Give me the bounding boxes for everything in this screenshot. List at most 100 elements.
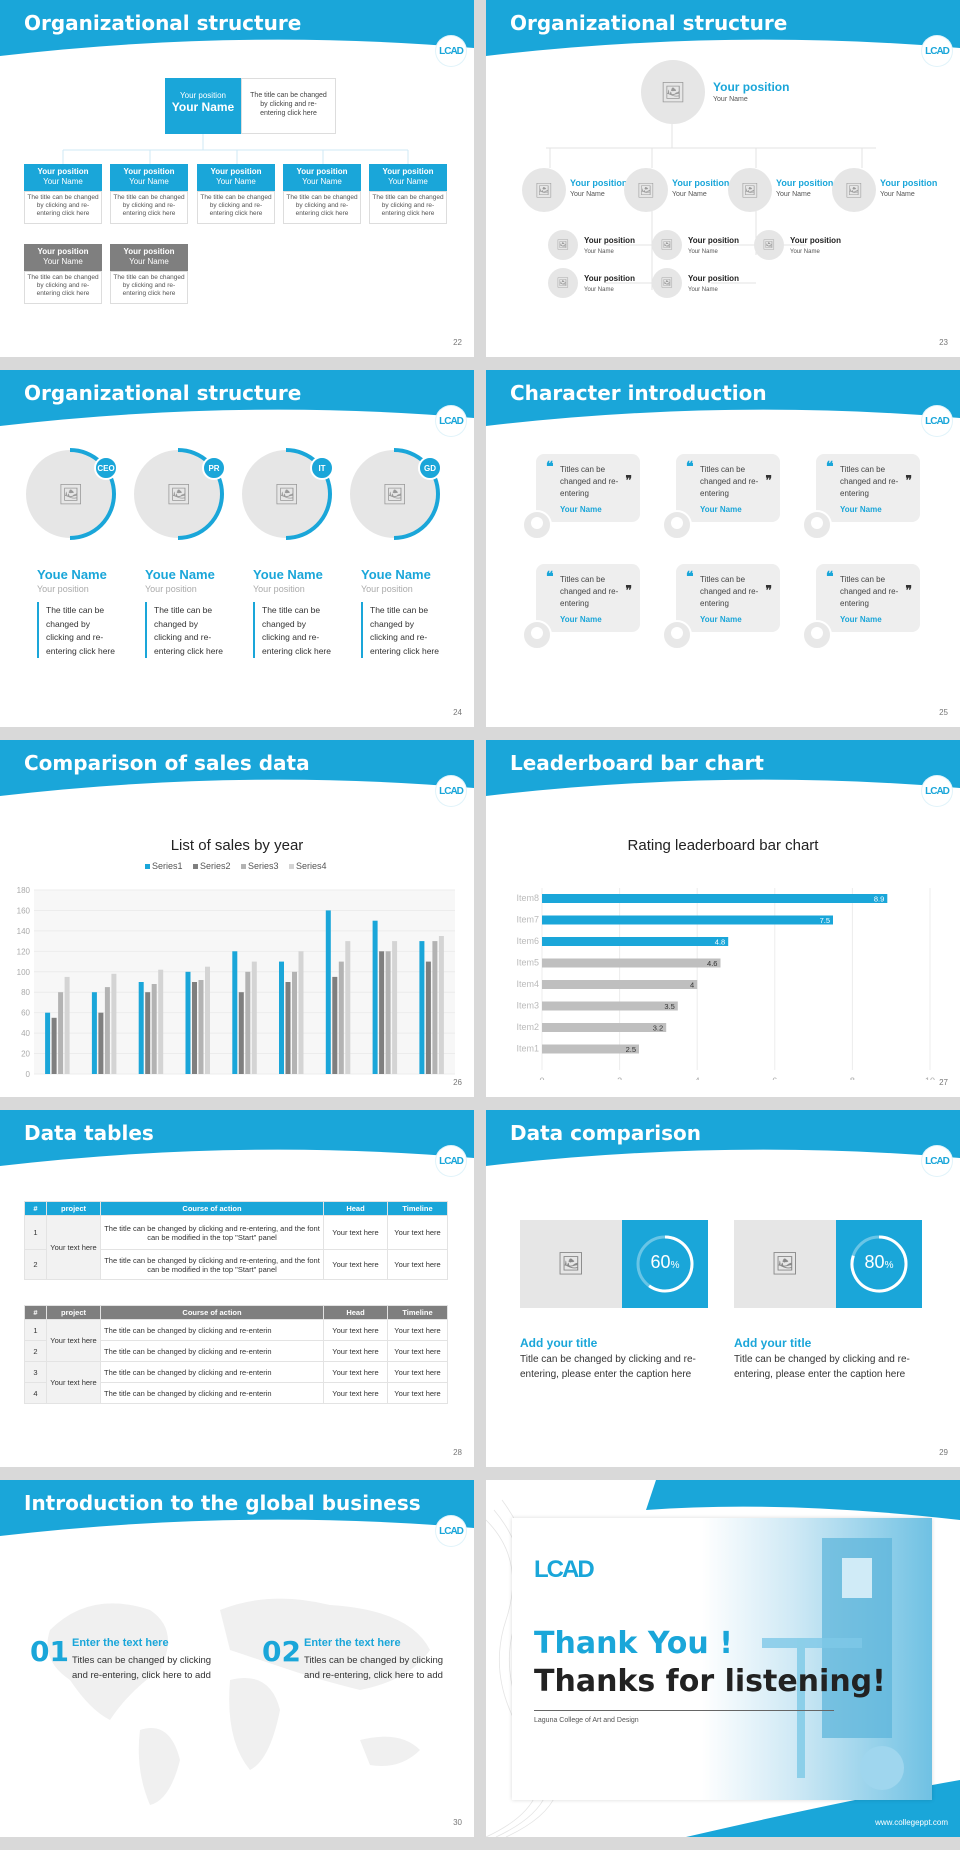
legend-swatch: [193, 864, 198, 869]
lcad-logo: LCAD: [436, 776, 466, 806]
person-name: Youe Name: [37, 567, 107, 582]
name: Your Name: [43, 257, 83, 266]
photo-placeholder[interactable]: 🖼: [734, 1220, 836, 1308]
org-box-header[interactable]: Your position Your Name: [369, 164, 447, 191]
org-label: Your position Your Name: [776, 178, 833, 200]
website-url[interactable]: www.collegeppt.com: [875, 1818, 948, 1827]
slide-thank-you[interactable]: LCAD Thank You ! Thanks for listening! L…: [486, 1480, 960, 1837]
photo-placeholder[interactable]: 🖼: [754, 230, 784, 260]
x-tick-label: 8: [850, 1076, 855, 1080]
category-label: Item7: [516, 915, 539, 925]
progress-ring: [850, 1235, 908, 1293]
role-badge: IT: [310, 456, 334, 480]
photo-placeholder-top[interactable]: 🖼: [641, 60, 705, 124]
col-project: project: [46, 1305, 101, 1320]
bar: [279, 961, 284, 1074]
lcad-logo: LCAD: [922, 406, 952, 436]
quote-name: Your Name: [700, 505, 742, 514]
slide-27[interactable]: Leaderboard bar chart LCAD Rating leader…: [486, 740, 960, 1097]
open-quote-icon: ❝: [686, 458, 694, 474]
data-label: 2.5: [626, 1045, 636, 1054]
user-icon: [811, 517, 823, 529]
org-box-header[interactable]: Your position Your Name: [110, 244, 188, 271]
photo-placeholder[interactable]: 🖼: [652, 230, 682, 260]
x-tick-label: 6: [772, 1076, 777, 1080]
y-tick-label: 140: [17, 927, 31, 936]
item-title: Enter the text here: [72, 1637, 169, 1649]
cell: 4: [24, 1382, 47, 1404]
header-wave: [0, 1110, 474, 1166]
bar: [158, 969, 164, 1074]
item-title: Enter the text here: [304, 1637, 401, 1649]
lcad-logo: LCAD: [436, 1146, 466, 1176]
org-box-header[interactable]: Your position Your Name: [24, 164, 102, 191]
cell: Your text here: [387, 1249, 448, 1280]
col-action: Course of action: [100, 1201, 324, 1216]
header-wave: [486, 740, 960, 796]
lcad-logo-large: LCAD: [534, 1556, 595, 1583]
quote-card[interactable]: ❝ ❞ Titles can be changed and re-entering Y…: [536, 454, 640, 522]
photo-placeholder[interactable]: 🖼: [652, 268, 682, 298]
quote-card[interactable]: ❝ ❞ Titles can be changed and re-entering Y…: [536, 564, 640, 632]
person-position: Your position: [253, 584, 305, 594]
table-row: 1 Your text here The title can be change…: [24, 1215, 448, 1280]
slide-24[interactable]: Organizational structure LCAD 24 🖼 CEO You…: [0, 370, 474, 727]
quote-card[interactable]: ❝ ❞ Titles can be changed and re-entering Y…: [676, 564, 780, 632]
accent-bar: [253, 602, 255, 658]
org-box-header[interactable]: Your position Your Name: [24, 244, 102, 271]
slide-23[interactable]: Organizational structure LCAD 🖼 Your pos…: [486, 0, 960, 357]
photo-placeholder[interactable]: 🖼: [624, 168, 668, 212]
photo-placeholder[interactable]: 🖼: [728, 168, 772, 212]
y-tick-label: 0: [26, 1070, 31, 1079]
bar: [151, 984, 157, 1074]
cell: Your text here: [387, 1340, 448, 1362]
page-number: 24: [453, 708, 462, 717]
org-box-header[interactable]: Your position Your Name: [197, 164, 275, 191]
slide-22[interactable]: Organizational structure LCAD Your posit…: [0, 0, 474, 357]
quote-card[interactable]: ❝ ❞ Titles can be changed and re-entering Y…: [676, 454, 780, 522]
quote-card[interactable]: ❝ ❞ Titles can be changed and re-entering Y…: [816, 454, 920, 522]
org-top-box[interactable]: Your position Your Name: [165, 78, 241, 134]
bar: [298, 951, 304, 1074]
photo-placeholder[interactable]: 🖼: [548, 230, 578, 260]
role-badge: CEO: [94, 456, 118, 480]
cell: Your text here: [323, 1361, 388, 1383]
org-box-header[interactable]: Your position Your Name: [283, 164, 361, 191]
name: Your Name: [776, 191, 811, 198]
quote-card[interactable]: ❝ ❞ Titles can be changed and re-entering Y…: [816, 564, 920, 632]
building-photo: [702, 1518, 932, 1800]
position: Your position: [382, 167, 434, 176]
lcad-logo: LCAD: [436, 1516, 466, 1546]
photo-placeholder[interactable]: 🖼: [832, 168, 876, 212]
quote-name: Your Name: [700, 615, 742, 624]
header-wave: [486, 1110, 960, 1166]
photo-placeholder[interactable]: 🖼: [548, 268, 578, 298]
legend-label: Series4: [296, 861, 327, 871]
lcad-logo: LCAD: [922, 36, 952, 66]
y-tick-label: 160: [17, 906, 31, 915]
photo-placeholder[interactable]: 🖼: [522, 168, 566, 212]
slide-26[interactable]: Comparison of sales data LCAD List of sa…: [0, 740, 474, 1097]
bar: [432, 941, 438, 1074]
org-label: Your position Your Name: [688, 236, 739, 257]
org-label: Your position Your Name: [570, 178, 627, 200]
category-label: Item8: [516, 893, 539, 903]
bar: [238, 992, 244, 1074]
page-number: 26: [453, 1078, 462, 1087]
slide-28[interactable]: Data tables LCAD # project Course of act…: [0, 1110, 474, 1467]
slide-header: Data comparison: [486, 1110, 960, 1172]
chart-title: Rating leaderboard bar chart: [628, 837, 820, 854]
org-box-header[interactable]: Your position Your Name: [110, 164, 188, 191]
bar: [425, 961, 431, 1074]
data-table-1: # project Course of action Head Timeline…: [24, 1201, 448, 1280]
avatar: [802, 510, 832, 540]
photo-placeholder[interactable]: 🖼: [520, 1220, 622, 1308]
slide-29[interactable]: Data comparison LCAD 29 🖼 60% Add your tit…: [486, 1110, 960, 1467]
image-icon: 🖼: [762, 239, 776, 251]
user-icon: [531, 517, 543, 529]
slide-30[interactable]: Introduction to the global business LCAD…: [0, 1480, 474, 1837]
slide-25[interactable]: Character introduction LCAD 25 ❝ ❞ Titles …: [486, 370, 960, 727]
quote-name: Your Name: [840, 505, 882, 514]
position: Your position: [37, 247, 89, 256]
close-quote-icon: ❞: [625, 583, 632, 597]
